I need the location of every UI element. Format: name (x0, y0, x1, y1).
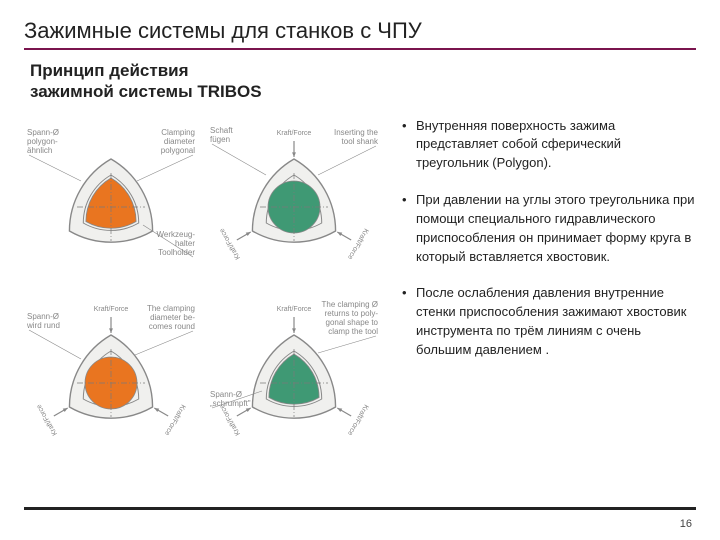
svg-text:Spann-Øwird rund: Spann-Øwird rund (26, 312, 60, 330)
text-column: Внутренняя поверхность зажима представля… (392, 117, 696, 463)
svg-text:Kraft/Force: Kraft/Force (163, 403, 186, 437)
svg-text:Kraft/Force: Kraft/Force (94, 306, 129, 313)
svg-text:Schaftfügen: Schaftfügen (210, 126, 233, 144)
svg-text:Spann-Ø„schrumpft": Spann-Ø„schrumpft" (210, 390, 251, 408)
footer-rule (24, 507, 696, 510)
slide: Зажимные системы для станков с ЧПУ Принц… (0, 0, 720, 540)
slide-subtitle: Принцип действиязажимной системы TRIBOS (30, 60, 696, 103)
svg-text:Kraft/Force: Kraft/Force (346, 403, 369, 437)
svg-text:The clampingdiameter be-comes: The clampingdiameter be-comes round (147, 304, 195, 331)
diagram-2: Kraft/Force Kraft/Force Kraft/Force Schaftf… (207, 117, 384, 287)
svg-text:Kraft/Force: Kraft/Force (346, 227, 369, 261)
diagram-1: Spann-Øpolygon-ähnlich Clampingdiameterpo… (24, 117, 201, 287)
svg-text:Kraft/Force: Kraft/Force (36, 402, 59, 436)
diagram-3: Kraft/Force Kraft/Force Kraft/Force Spann-Ø… (24, 293, 201, 463)
page-number: 16 (680, 518, 692, 530)
bullet-item: При давлении на углы этого треугольника … (400, 191, 696, 266)
svg-text:Kraft/Force: Kraft/Force (219, 226, 242, 260)
svg-text:Kraft/Force: Kraft/Force (277, 306, 312, 313)
svg-text:Werkzeug-halterToolholder: Werkzeug-halterToolholder (156, 230, 195, 257)
bullet-list: Внутренняя поверхность зажима представля… (400, 117, 696, 360)
svg-text:Spann-Øpolygon-ähnlich: Spann-Øpolygon-ähnlich (27, 128, 59, 155)
diagram-grid: Spann-Øpolygon-ähnlich Clampingdiameterpo… (24, 117, 384, 463)
diagram-4: Kraft/ForceKraft/ForceKraft/ForceSpann-Ø… (207, 293, 384, 463)
slide-title: Зажимные системы для станков с ЧПУ (24, 18, 696, 44)
svg-text:Inserting thetool shank: Inserting thetool shank (334, 128, 379, 146)
content-row: Spann-Øpolygon-ähnlich Clampingdiameterpo… (24, 117, 696, 463)
svg-text:Clampingdiameterpolygonal: Clampingdiameterpolygonal (161, 128, 196, 155)
bullet-item: Внутренняя поверхность зажима представля… (400, 117, 696, 174)
svg-text:Kraft/Force: Kraft/Force (277, 130, 312, 137)
svg-text:The clamping Øreturns to poly-: The clamping Øreturns to poly-gonal shap… (322, 300, 379, 336)
bullet-item: После ослабления давления внутренние сте… (400, 284, 696, 359)
accent-rule (24, 48, 696, 50)
